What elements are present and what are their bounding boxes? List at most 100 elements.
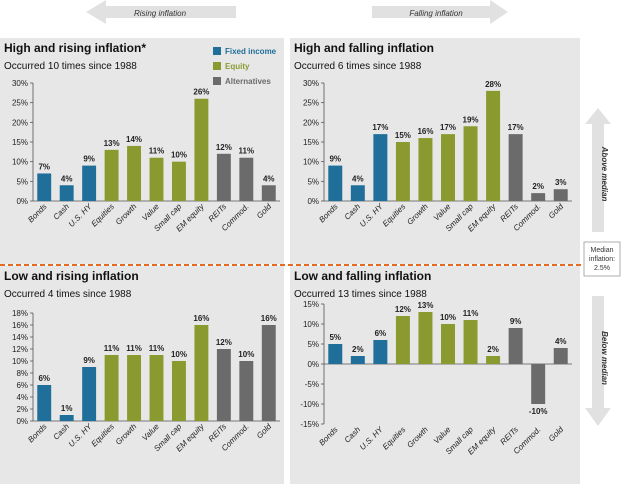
y-tick-label: 10% <box>303 158 319 167</box>
bar-u-s-hy <box>373 340 388 364</box>
chart-title: High and rising inflation* <box>4 41 146 55</box>
bar-small-cap <box>463 320 478 364</box>
y-tick-label: 20% <box>303 118 319 127</box>
chart-title: High and falling inflation <box>294 41 434 55</box>
data-label: 11% <box>126 344 142 353</box>
panel-low-rising <box>0 266 284 484</box>
y-tick-label: 15% <box>12 138 28 147</box>
legend-label-equity: Equity <box>225 62 250 71</box>
bar-u-s-hy <box>82 165 97 201</box>
bar-bonds <box>37 385 52 421</box>
data-label: 28% <box>485 80 501 89</box>
bar-em-equity <box>194 325 209 421</box>
bar-growth <box>127 145 142 201</box>
bar-value <box>441 324 455 364</box>
bar-equities <box>395 142 410 201</box>
data-label: 2% <box>352 345 364 354</box>
bar-bonds <box>328 344 343 364</box>
bar-bonds <box>328 165 343 201</box>
bar-reits <box>508 328 523 364</box>
rising-inflation-arrow: Rising inflation <box>86 0 236 24</box>
bar-commod- <box>531 364 546 404</box>
y-tick-label: 20% <box>12 118 28 127</box>
bar-cash <box>350 185 365 201</box>
legend-swatch-equity <box>213 62 221 70</box>
bar-value <box>149 157 164 201</box>
data-label: 26% <box>193 88 209 97</box>
median-box <box>583 241 621 277</box>
data-label: 4% <box>61 174 73 183</box>
data-label: 10% <box>171 350 187 359</box>
y-tick-label: 5% <box>307 177 319 186</box>
below-median-label: Below median <box>600 331 609 385</box>
data-label: 9% <box>329 155 341 164</box>
data-label: 6% <box>38 374 50 383</box>
bar-cash <box>350 356 365 364</box>
chart-subtitle: Occurred 10 times since 1988 <box>4 61 137 72</box>
bar-reits <box>508 134 523 201</box>
data-label: 12% <box>216 338 232 347</box>
legend: Fixed income Equity Alternatives <box>213 47 277 86</box>
y-tick-label: 5% <box>307 340 319 349</box>
y-tick-label: 5% <box>16 177 28 186</box>
data-label: 17% <box>440 123 456 132</box>
data-label: 16% <box>261 314 277 323</box>
data-label: 16% <box>417 127 433 136</box>
bar-gold <box>261 325 276 421</box>
data-label: 9% <box>510 317 522 326</box>
panel-high-rising <box>0 38 284 264</box>
y-tick-label: 30% <box>12 79 28 88</box>
bar-gold <box>261 185 276 201</box>
data-label: 3% <box>555 178 567 187</box>
bar-small-cap <box>463 126 478 201</box>
y-tick-label: 25% <box>303 99 319 108</box>
bar-value <box>149 355 164 421</box>
data-label: 4% <box>352 174 364 183</box>
bar-commod- <box>531 193 546 201</box>
data-label: 11% <box>463 309 479 318</box>
bar-gold <box>553 189 568 201</box>
y-tick-label: 2% <box>16 405 28 414</box>
chart-title: Low and falling inflation <box>294 269 431 283</box>
chart-title: Low and rising inflation <box>4 269 139 283</box>
data-label: 17% <box>372 123 388 132</box>
data-label: 16% <box>193 314 209 323</box>
bar-u-s-hy <box>82 367 97 421</box>
bar-u-s-hy <box>373 134 388 201</box>
data-label: 13% <box>417 301 433 310</box>
bar-equities <box>104 149 119 201</box>
bar-reits <box>216 349 231 421</box>
bar-gold <box>553 348 568 364</box>
data-label: 5% <box>329 333 341 342</box>
median-line-3: 2.5% <box>594 265 610 272</box>
y-tick-label: -15% <box>300 420 319 429</box>
y-tick-label: 10% <box>303 320 319 329</box>
data-label: 10% <box>238 350 254 359</box>
data-label: 4% <box>555 337 567 346</box>
data-label: 11% <box>149 147 165 156</box>
y-tick-label: 4% <box>16 393 28 402</box>
data-label: 9% <box>83 356 95 365</box>
y-tick-label: 0% <box>16 197 28 206</box>
bar-em-equity <box>194 98 209 201</box>
y-tick-label: -10% <box>300 400 319 409</box>
bar-em-equity <box>486 356 501 364</box>
median-line-2: inflation: <box>589 256 615 263</box>
y-tick-label: 0% <box>307 360 319 369</box>
data-label: 6% <box>375 329 387 338</box>
bar-equities <box>395 316 410 364</box>
y-tick-label: 10% <box>12 158 28 167</box>
rising-inflation-label: Rising inflation <box>134 9 187 18</box>
y-tick-label: 0% <box>16 417 28 426</box>
chart-subtitle: Occurred 6 times since 1988 <box>294 61 422 72</box>
data-label: 11% <box>149 344 165 353</box>
bar-reits <box>216 153 231 201</box>
y-tick-label: 12% <box>12 345 28 354</box>
bar-small-cap <box>171 361 186 421</box>
bar-value <box>441 134 455 201</box>
side-scale: Above median Below median Median inflati… <box>583 108 621 426</box>
bar-commod- <box>239 361 254 421</box>
data-label: 10% <box>171 151 187 160</box>
data-label: 11% <box>104 344 120 353</box>
